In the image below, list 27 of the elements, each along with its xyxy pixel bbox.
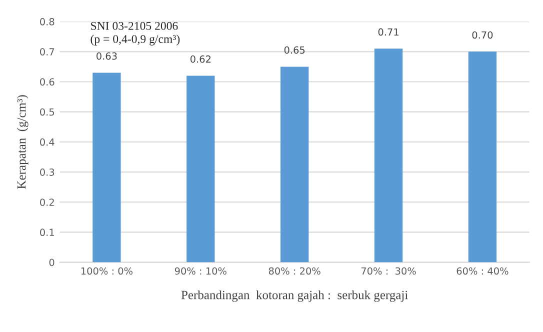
x-tick-label: 90% : 10% bbox=[174, 267, 226, 275]
bar bbox=[186, 76, 215, 262]
y-tick-label: 0.1 bbox=[40, 228, 54, 236]
y-tick-label: 0.8 bbox=[40, 18, 54, 26]
x-tick-label: 80% : 20% bbox=[268, 267, 320, 275]
data-label: 0.63 bbox=[96, 52, 117, 60]
bar bbox=[280, 66, 309, 262]
y-tick-label: 0.3 bbox=[40, 168, 54, 176]
data-label: 0.70 bbox=[472, 31, 493, 39]
bar bbox=[92, 72, 121, 262]
x-tick-label: 100% : 0% bbox=[81, 267, 132, 275]
data-label: 0.71 bbox=[378, 28, 398, 36]
y-tick-label: 0.7 bbox=[40, 48, 54, 56]
y-tick-label: 0.5 bbox=[40, 108, 54, 116]
y-tick-label: 0.2 bbox=[40, 198, 54, 206]
y-tick-label: 0.6 bbox=[40, 78, 54, 86]
x-axis-title: Perbandingan kotoran gajah : serbuk gergaji bbox=[181, 290, 408, 302]
bar bbox=[374, 48, 403, 262]
y-axis-title: Kerapatan (g/cm³) bbox=[16, 95, 28, 189]
data-label: 0.62 bbox=[190, 55, 210, 63]
bar bbox=[468, 52, 497, 262]
y-tick-label: 0 bbox=[49, 258, 54, 266]
x-tick-label: 70% : 30% bbox=[361, 267, 416, 275]
y-tick-label: 0.4 bbox=[40, 138, 54, 146]
x-tick-label: 60% : 40% bbox=[456, 267, 508, 275]
annotation: SNI 03-2105 2006 (p = 0,4-0,9 g/cm³) bbox=[90, 22, 180, 46]
data-label: 0.65 bbox=[284, 46, 305, 54]
